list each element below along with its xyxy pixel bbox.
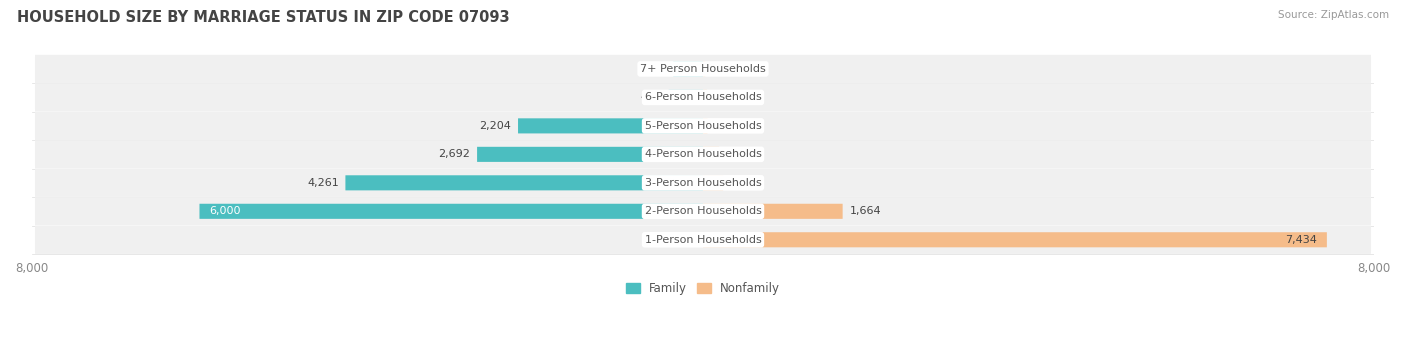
FancyBboxPatch shape	[35, 226, 1371, 254]
FancyBboxPatch shape	[673, 62, 703, 76]
Text: 240: 240	[730, 178, 751, 188]
FancyBboxPatch shape	[35, 55, 1371, 83]
FancyBboxPatch shape	[35, 197, 1371, 225]
Legend: Family, Nonfamily: Family, Nonfamily	[621, 278, 785, 300]
Text: 6,000: 6,000	[209, 206, 240, 216]
FancyBboxPatch shape	[35, 169, 1371, 197]
Text: 2-Person Households: 2-Person Households	[644, 206, 762, 216]
FancyBboxPatch shape	[200, 204, 703, 219]
Text: Source: ZipAtlas.com: Source: ZipAtlas.com	[1278, 10, 1389, 20]
Text: 47: 47	[714, 92, 728, 102]
Text: 1,664: 1,664	[849, 206, 882, 216]
FancyBboxPatch shape	[35, 112, 1371, 140]
Text: HOUSEHOLD SIZE BY MARRIAGE STATUS IN ZIP CODE 07093: HOUSEHOLD SIZE BY MARRIAGE STATUS IN ZIP…	[17, 10, 509, 25]
FancyBboxPatch shape	[35, 140, 1371, 168]
Text: 6-Person Households: 6-Person Households	[644, 92, 762, 102]
Text: 7+ Person Households: 7+ Person Households	[640, 64, 766, 74]
FancyBboxPatch shape	[703, 232, 1327, 247]
Text: 7,434: 7,434	[1285, 235, 1317, 245]
FancyBboxPatch shape	[346, 175, 703, 190]
Text: 409: 409	[641, 92, 662, 102]
Text: 4,261: 4,261	[307, 178, 339, 188]
Text: 1-Person Households: 1-Person Households	[644, 235, 762, 245]
Text: 3-Person Households: 3-Person Households	[644, 178, 762, 188]
FancyBboxPatch shape	[703, 204, 842, 219]
Text: 2,692: 2,692	[439, 149, 471, 159]
FancyBboxPatch shape	[669, 90, 703, 105]
FancyBboxPatch shape	[35, 83, 1371, 112]
Text: 5-Person Households: 5-Person Households	[644, 121, 762, 131]
Text: 54: 54	[714, 121, 728, 131]
Text: 4-Person Households: 4-Person Households	[644, 149, 762, 159]
FancyBboxPatch shape	[703, 175, 723, 190]
Text: 193: 193	[725, 149, 747, 159]
FancyBboxPatch shape	[703, 90, 707, 105]
Text: 28: 28	[711, 64, 727, 74]
FancyBboxPatch shape	[703, 62, 706, 76]
Text: 355: 355	[645, 64, 666, 74]
FancyBboxPatch shape	[477, 147, 703, 162]
FancyBboxPatch shape	[703, 118, 707, 133]
Text: 2,204: 2,204	[479, 121, 512, 131]
FancyBboxPatch shape	[703, 147, 720, 162]
FancyBboxPatch shape	[517, 118, 703, 133]
